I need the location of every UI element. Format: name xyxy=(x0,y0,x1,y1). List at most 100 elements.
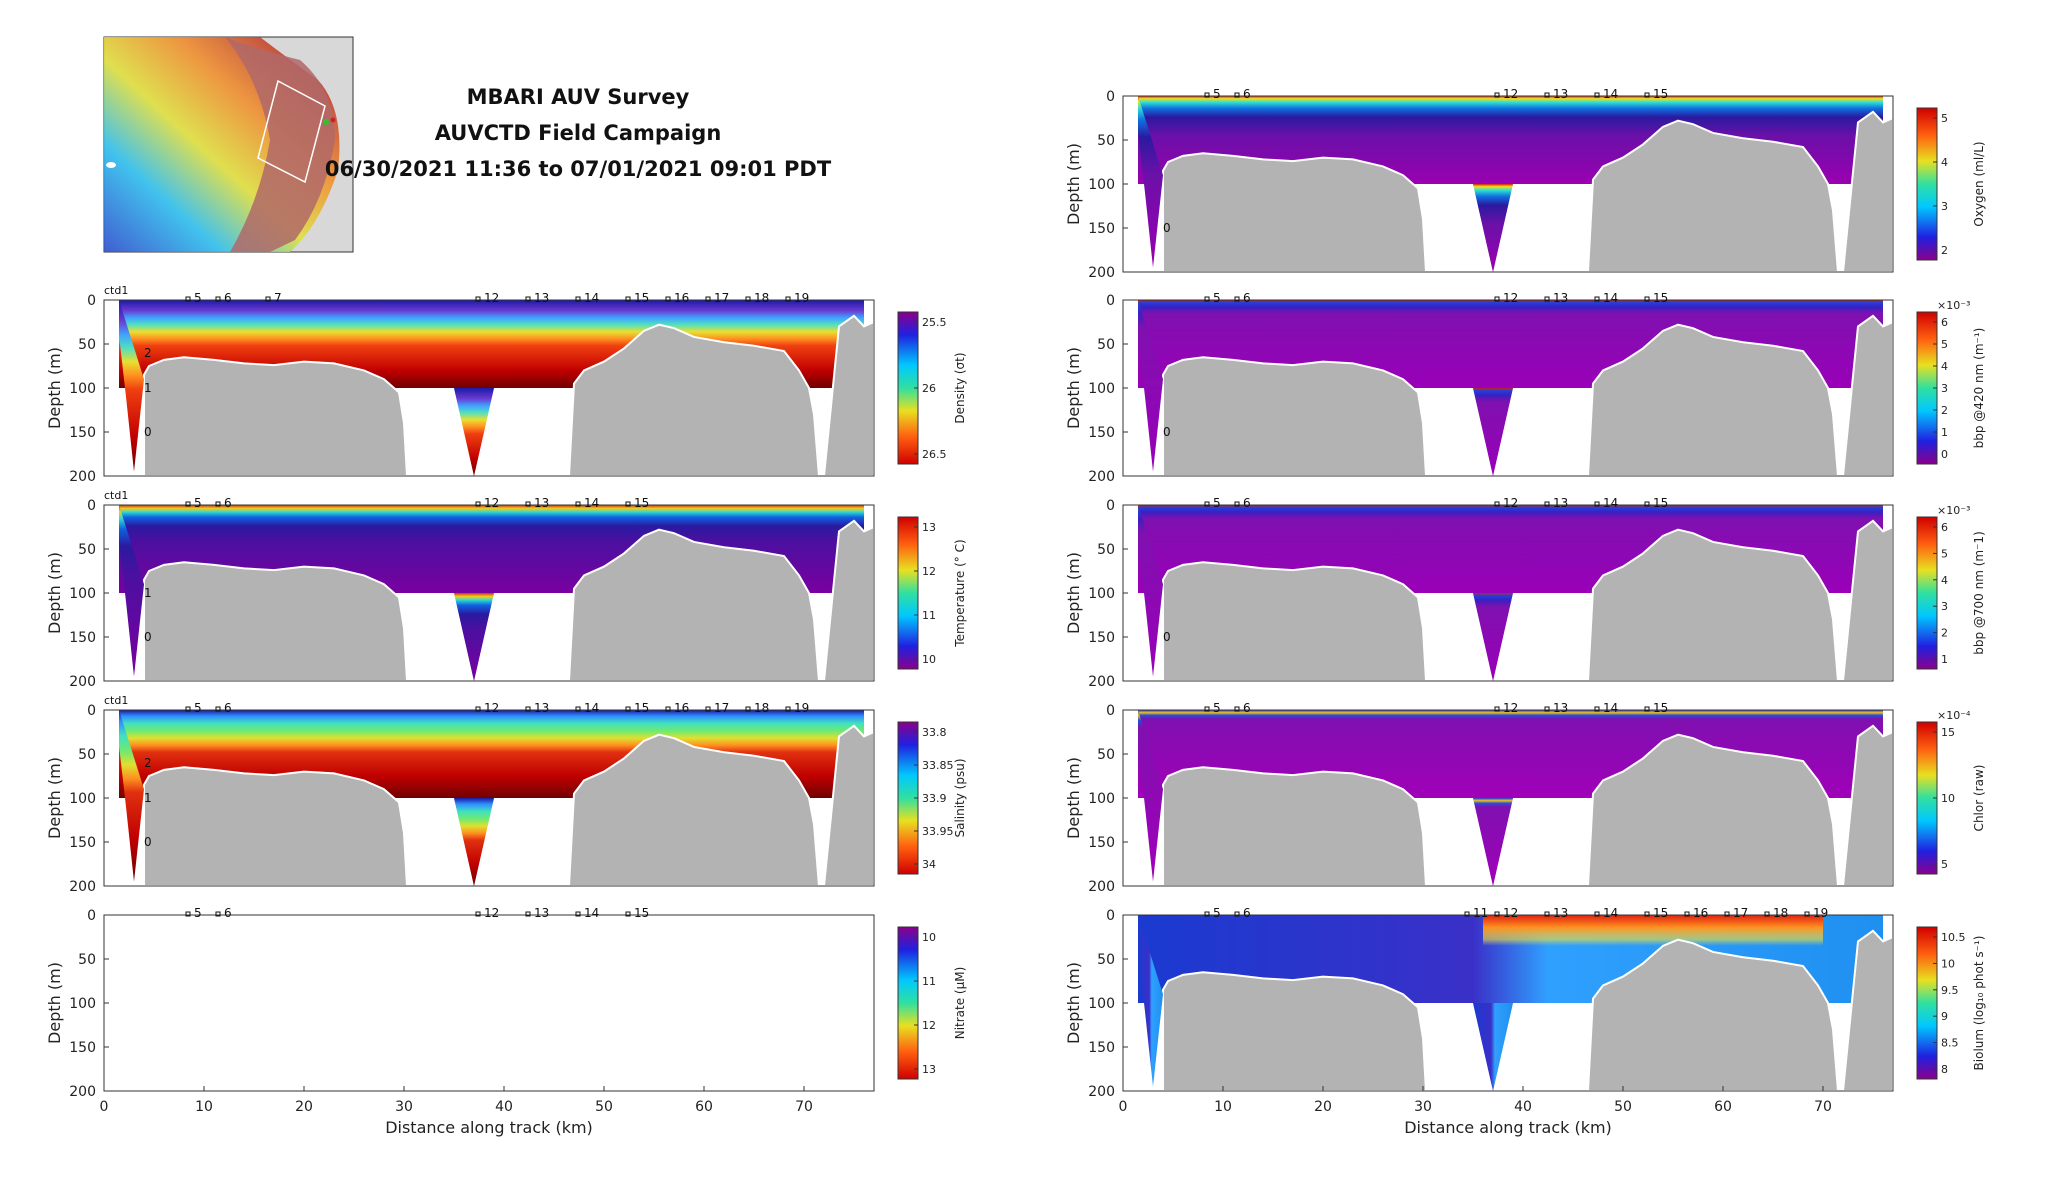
station-marker xyxy=(525,296,531,302)
xlabel: Distance along track (km) xyxy=(1404,1118,1612,1137)
ylabel: Depth (m) xyxy=(1064,552,1083,634)
ytick-label: 150 xyxy=(1088,221,1115,237)
xtick-label: 60 xyxy=(695,1099,713,1115)
colorbar-tick-label: 6 xyxy=(1941,316,1948,329)
ytick-label: 150 xyxy=(1088,835,1115,851)
ytick-label: 50 xyxy=(1097,542,1115,558)
ytick-label: 200 xyxy=(69,674,96,690)
station-label: 14 xyxy=(584,291,599,305)
station-label: 18 xyxy=(754,701,769,715)
profile-label: 1 xyxy=(144,381,152,395)
title-line-1: MBARI AUV Survey xyxy=(467,85,690,109)
colorbar-tick-label: 5 xyxy=(1941,112,1948,125)
inset-map xyxy=(103,36,354,253)
station-label: 15 xyxy=(1653,496,1668,510)
ylabel: Depth (m) xyxy=(1064,143,1083,225)
station-marker xyxy=(625,501,631,507)
colorbar-tick-label: 11 xyxy=(922,975,936,988)
colorbar-tick-label: 13 xyxy=(922,1063,936,1076)
station-label: 5 xyxy=(1213,496,1221,510)
colorbar-label: Chlor (raw) xyxy=(1972,765,1986,832)
xtick-label: 10 xyxy=(1214,1099,1232,1115)
ytick-label: 50 xyxy=(1097,747,1115,763)
colorbar-tick-label: 15 xyxy=(1941,726,1955,739)
ytick-label: 0 xyxy=(87,908,96,924)
station-label: 14 xyxy=(584,496,599,510)
seafloor-east xyxy=(1586,733,1840,887)
colorbar-tick-label: 33.95 xyxy=(922,825,954,838)
ytick-label: 100 xyxy=(1088,177,1115,193)
station-label: 13 xyxy=(534,496,549,510)
seafloor-west xyxy=(1162,561,1428,682)
trench-fill xyxy=(1138,505,1163,677)
station-label: 5 xyxy=(1213,701,1221,715)
station-label: 15 xyxy=(634,906,649,920)
station-marker xyxy=(1234,911,1240,917)
xtick-label: 70 xyxy=(1814,1099,1832,1115)
colorbar xyxy=(1916,926,1938,1080)
colorbar-tick-label: 10 xyxy=(1941,792,1955,805)
title-line-3: 06/30/2021 11:36 to 07/01/2021 09:01 PDT xyxy=(325,157,832,181)
colorbar-tick-label: 33.9 xyxy=(922,792,947,805)
colorbar-tick-label: 9.5 xyxy=(1941,984,1959,997)
station-label: 6 xyxy=(224,496,232,510)
ctd-label: ctd1 xyxy=(104,694,128,707)
station-label: 17 xyxy=(1733,906,1748,920)
station-marker xyxy=(475,501,481,507)
ytick-label: 200 xyxy=(1088,1084,1115,1100)
seafloor-west xyxy=(143,356,409,477)
colorbar-label: Nitrate (μM) xyxy=(953,967,967,1040)
ytick-label: 0 xyxy=(1106,498,1115,514)
station-marker xyxy=(1724,911,1730,917)
station-label: 13 xyxy=(1553,87,1568,101)
station-marker xyxy=(185,501,191,507)
station-marker xyxy=(475,706,481,712)
station-marker xyxy=(1494,501,1500,507)
station-label: 19 xyxy=(1813,906,1828,920)
colorbar-tick-label: 4 xyxy=(1941,360,1948,373)
colorbar-tick-label: 10 xyxy=(922,931,936,944)
ytick-label: 100 xyxy=(1088,791,1115,807)
ylabel: Depth (m) xyxy=(45,552,64,634)
ytick-label: 100 xyxy=(69,791,96,807)
colorbar-tick-label: 3 xyxy=(1941,600,1948,613)
ylabel: Depth (m) xyxy=(1064,757,1083,839)
colorbar-tick-label: 33.85 xyxy=(922,759,954,772)
colorbar-tick-label: 3 xyxy=(1941,200,1948,213)
station-marker xyxy=(705,706,711,712)
seafloor-west xyxy=(1162,152,1428,273)
ytick-label: 0 xyxy=(87,703,96,719)
station-marker xyxy=(1464,911,1470,917)
station-label: 15 xyxy=(1653,87,1668,101)
station-label: 6 xyxy=(224,906,232,920)
ytick-label: 200 xyxy=(1088,674,1115,690)
station-label: 15 xyxy=(1653,701,1668,715)
station-label: 5 xyxy=(1213,291,1221,305)
ctd-label: ctd1 xyxy=(104,489,128,502)
trench-fill xyxy=(1138,710,1163,882)
station-label: 12 xyxy=(1503,496,1518,510)
profile-label: 0 xyxy=(1163,630,1171,644)
xtick-label: 40 xyxy=(495,1099,513,1115)
station-marker xyxy=(215,911,221,917)
station-marker xyxy=(1494,911,1500,917)
xtick-label: 30 xyxy=(395,1099,413,1115)
ytick-label: 200 xyxy=(69,879,96,895)
canyon-fill xyxy=(1473,1003,1513,1091)
colorbar-tick-label: 4 xyxy=(1941,574,1948,587)
colorbar-tick-label: 2 xyxy=(1941,244,1948,257)
colorbar-label: Temperature (° C) xyxy=(953,539,967,647)
station-label: 15 xyxy=(634,701,649,715)
seafloor-east xyxy=(1586,938,1840,1092)
station-marker xyxy=(1684,911,1690,917)
station-label: 11 xyxy=(1473,906,1488,920)
station-label: 14 xyxy=(1603,701,1618,715)
ytick-label: 0 xyxy=(87,498,96,514)
station-label: 6 xyxy=(1243,87,1251,101)
station-marker xyxy=(705,296,711,302)
colorbar-tick-label: 12 xyxy=(922,1019,936,1032)
